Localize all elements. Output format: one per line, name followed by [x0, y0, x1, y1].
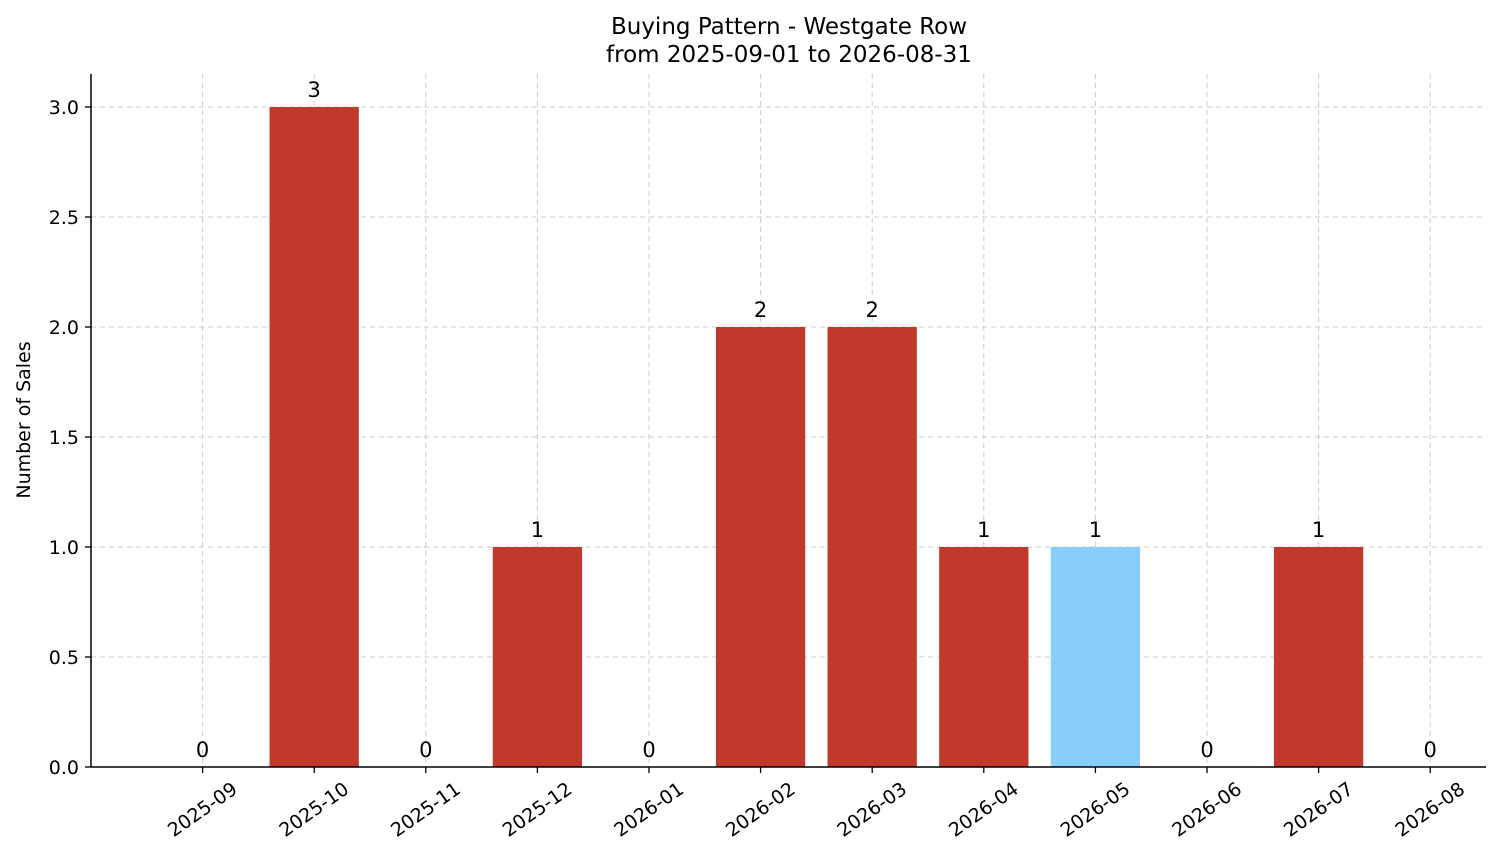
data-label-2025-12: 1	[531, 518, 544, 542]
x-tick-label-2026-02: 2026-02	[722, 778, 800, 842]
x-tick-label-2026-01: 2026-01	[610, 778, 688, 842]
x-tick-label-2026-06: 2026-06	[1168, 778, 1246, 842]
data-label-2026-06: 0	[1200, 738, 1213, 762]
data-label-2026-04: 1	[977, 518, 990, 542]
x-tick-label-2026-04: 2026-04	[945, 778, 1023, 842]
x-tick-label-2026-03: 2026-03	[833, 778, 911, 842]
bar-2026-07	[1273, 547, 1364, 767]
y-tick-label: 3.0	[49, 97, 79, 119]
bar-2025-12	[492, 547, 583, 767]
data-labels: 0 3 0 1 0 2 2 1 1 0 1 0	[196, 78, 1437, 762]
y-tick-label: 2.0	[49, 317, 79, 339]
y-axis-label: Number of Sales	[13, 341, 35, 498]
bar-2026-04	[939, 547, 1029, 767]
bar-2025-10	[269, 107, 359, 767]
bars	[269, 107, 1364, 767]
y-tick-label: 1.5	[49, 427, 79, 449]
y-tick-label: 0.5	[49, 647, 79, 669]
data-label-2025-10: 3	[308, 78, 321, 102]
data-label-2026-07: 1	[1312, 518, 1325, 542]
y-tick-label: 2.5	[49, 207, 79, 229]
x-tick-label-2025-11: 2025-11	[387, 778, 465, 842]
x-tick-label-2026-08: 2026-08	[1391, 778, 1469, 842]
x-tick-label-2025-10: 2025-10	[275, 778, 353, 842]
data-label-2026-03: 2	[866, 298, 879, 322]
data-label-2025-09: 0	[196, 738, 209, 762]
bar-2026-03	[827, 327, 917, 767]
y-tick-label: 0.0	[49, 757, 79, 779]
data-label-2026-05: 1	[1089, 518, 1102, 542]
data-label-2026-08: 0	[1424, 738, 1437, 762]
data-label-2026-01: 0	[642, 738, 655, 762]
x-tick-label-2025-09: 2025-09	[164, 778, 242, 842]
x-tick-label-2025-12: 2025-12	[499, 778, 577, 842]
bar-2026-02	[715, 327, 806, 767]
y-tick-label: 1.0	[49, 537, 79, 559]
chart-title: Buying Pattern - Westgate Row	[611, 14, 967, 40]
data-label-2026-02: 2	[754, 298, 767, 322]
bar-2026-05	[1050, 547, 1141, 767]
data-label-2025-11: 0	[419, 738, 432, 762]
chart-subtitle: from 2025-09-01 to 2026-08-31	[606, 42, 972, 68]
x-tick-label-2026-05: 2026-05	[1057, 778, 1135, 842]
x-tick-label-2026-07: 2026-07	[1280, 778, 1358, 842]
